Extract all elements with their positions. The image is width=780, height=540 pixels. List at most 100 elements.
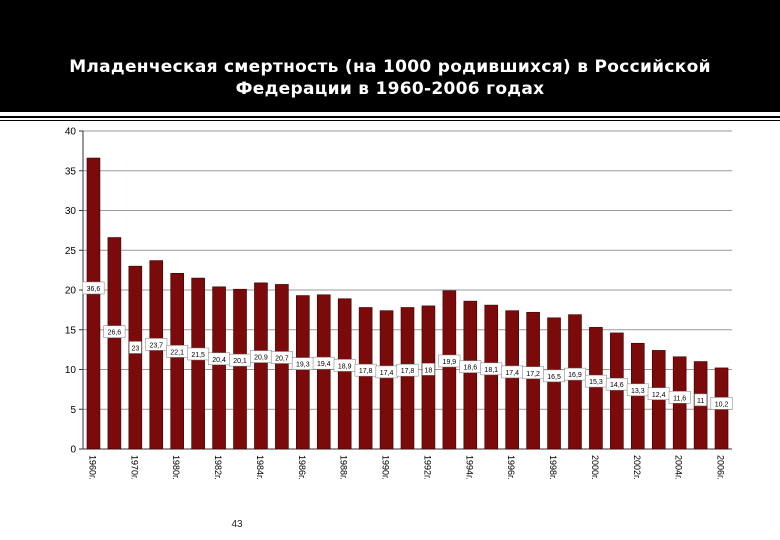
data-label: 18,1	[484, 367, 498, 374]
x-tick-label: 1980г.	[171, 455, 181, 480]
data-label: 13,3	[631, 388, 645, 395]
bar	[128, 265, 143, 450]
bar	[421, 305, 436, 450]
bar	[296, 295, 310, 450]
y-tick-label: 40	[65, 127, 77, 138]
y-tick-label: 0	[70, 445, 76, 456]
data-label-box	[103, 325, 126, 338]
bar	[442, 290, 457, 450]
data-label: 12,4	[652, 392, 666, 399]
bar	[254, 282, 268, 450]
slide-title-line-2: Федерации в 1960-2006 годах	[235, 79, 545, 99]
y-tick-label: 25	[65, 246, 77, 257]
bar	[463, 300, 478, 450]
data-label-box	[396, 363, 419, 377]
chart-area: 0 5 10 15 20 25 30 35 40 36,6 1960г. 26,6 23 1970г. 23…	[50, 122, 740, 492]
page-number: 43	[231, 519, 243, 530]
bar	[107, 237, 122, 450]
data-label: 17,4	[505, 370, 519, 377]
bar	[149, 260, 164, 450]
bar	[191, 277, 205, 450]
y-tick-label: 20	[65, 286, 77, 297]
data-label: 18,6	[463, 365, 477, 372]
y-tick-label: 5	[70, 405, 76, 416]
data-label-box	[145, 338, 168, 351]
data-label: 18	[425, 367, 433, 374]
y-tick-label: 35	[65, 166, 77, 177]
bar-chart: 0 5 10 15 20 25 30 35 40 36,6 1960г. 26,6 23 1970г. 23…	[65, 127, 733, 480]
bar	[526, 311, 540, 450]
data-label: 10,2	[715, 401, 729, 408]
bar	[337, 298, 352, 450]
data-label: 14,6	[610, 382, 624, 389]
data-label-box	[694, 393, 707, 407]
x-tick-label: 2006г.	[716, 455, 726, 480]
data-label: 15,3	[589, 379, 603, 386]
data-label-box	[710, 397, 733, 410]
title-banner	[0, 0, 780, 112]
bar	[610, 332, 624, 450]
y-tick-label: 10	[65, 365, 77, 376]
x-tick-label: 1994г.	[464, 455, 474, 480]
x-tick-label: 1986г.	[297, 455, 307, 480]
data-label: 26,6	[108, 330, 122, 337]
slide-title-line-1: Младенческая смертность (на 1000 родивши…	[69, 57, 711, 77]
x-tick-label: 1970г.	[129, 455, 139, 480]
x-tick-label: 1982г.	[213, 455, 223, 480]
slide-title: Младенческая смертность (на 1000 родивши…	[20, 56, 760, 100]
bar	[631, 342, 645, 450]
x-tick-label: 1960г.	[87, 455, 97, 480]
separator-line-thin	[0, 120, 780, 121]
x-tick-label: 1990г.	[381, 455, 391, 480]
bar	[275, 284, 289, 450]
data-label: 19,9	[443, 359, 457, 366]
data-label: 17,2	[526, 371, 540, 378]
x-tick-label: 1998г.	[548, 455, 558, 480]
x-tick-label: 2000г.	[590, 455, 600, 480]
data-label: 11,6	[673, 395, 686, 402]
bar	[379, 310, 394, 450]
y-tick-label: 15	[65, 325, 77, 336]
bar	[484, 304, 499, 450]
data-label: 23	[131, 345, 139, 352]
bar	[233, 288, 247, 450]
bar	[547, 317, 561, 450]
x-tick-label: 1992г.	[422, 455, 432, 480]
data-label: 21,5	[191, 352, 205, 359]
x-tick-label: 2002г.	[632, 455, 642, 480]
data-label: 11	[697, 398, 704, 405]
y-tick-label: 30	[65, 206, 77, 217]
data-label-box	[564, 367, 586, 381]
data-label: 17,8	[401, 368, 415, 375]
bar	[589, 327, 603, 450]
data-label: 16,9	[568, 372, 582, 379]
data-label: 17,4	[380, 370, 394, 377]
bar	[316, 294, 331, 450]
bar	[170, 273, 184, 450]
data-label: 20,7	[275, 355, 289, 362]
data-label: 19,3	[296, 362, 310, 369]
bar	[212, 286, 226, 450]
x-tick-label: 2004г.	[674, 455, 684, 480]
separator-line	[0, 116, 780, 118]
bar	[400, 307, 415, 450]
data-label: 19,4	[317, 361, 331, 368]
data-label-box	[82, 281, 105, 295]
bar	[568, 314, 582, 450]
data-label: 23,7	[149, 342, 163, 349]
x-tick-label: 1996г.	[506, 455, 516, 480]
data-label-box	[422, 363, 435, 376]
data-label: 22,1	[170, 349, 184, 356]
bar	[86, 157, 101, 450]
x-tick-label: 1988г.	[339, 455, 349, 480]
data-label: 18,9	[338, 363, 352, 370]
data-label: 20,4	[212, 357, 226, 364]
data-label: 17,8	[359, 368, 373, 375]
bar	[358, 307, 373, 450]
x-tick-label: 1984г.	[255, 455, 265, 480]
data-label: 16,5	[547, 374, 561, 381]
data-label: 20,9	[254, 355, 268, 362]
data-label: 36,6	[87, 286, 101, 293]
data-label-box	[128, 341, 142, 354]
data-label-box	[668, 391, 691, 404]
